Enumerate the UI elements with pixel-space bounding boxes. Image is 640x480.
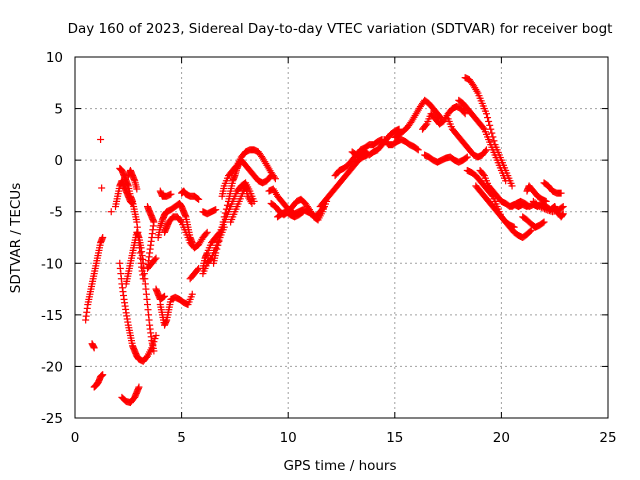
data-point (194, 266, 202, 274)
data-point (559, 210, 567, 218)
x-tick-label: 20 (493, 430, 510, 446)
data-point (99, 234, 107, 241)
data-point (539, 204, 547, 212)
x-axis-label: GPS time / hours (283, 458, 396, 474)
y-tick-label: 5 (54, 102, 63, 118)
data-point (487, 125, 495, 133)
x-tick-label: 25 (599, 430, 616, 446)
data-point (188, 290, 196, 298)
data-point (541, 205, 549, 213)
data-point (216, 234, 224, 241)
data-points (82, 74, 567, 407)
data-point (422, 121, 430, 129)
data-point (526, 227, 534, 235)
plot-frame (74, 56, 609, 419)
data-point (248, 199, 256, 207)
data-point (536, 203, 544, 211)
data-point (167, 190, 175, 198)
data-point (413, 145, 421, 153)
data-point (222, 205, 230, 213)
data-point (150, 347, 158, 355)
data-point (542, 197, 550, 205)
data-point (537, 203, 545, 211)
x-tick-label: 15 (386, 430, 403, 446)
y-tick-label: -10 (41, 256, 63, 272)
data-point (221, 209, 229, 217)
data-point (219, 218, 227, 226)
data-point (217, 228, 225, 236)
data-point (460, 108, 468, 116)
data-point (194, 195, 202, 203)
data-point (107, 208, 115, 216)
data-point (479, 170, 487, 178)
data-point (463, 153, 471, 161)
y-tick-label: -15 (41, 308, 63, 324)
data-point (559, 203, 567, 211)
y-tick-label: 10 (46, 50, 63, 66)
data-point (223, 201, 231, 209)
x-tick-label: 10 (280, 430, 297, 446)
data-point (298, 208, 306, 216)
data-point (195, 195, 203, 203)
data-point (484, 114, 492, 122)
data-point (481, 147, 489, 155)
data-point (212, 249, 220, 257)
data-point (133, 185, 141, 193)
data-point (485, 117, 493, 125)
data-point (539, 219, 547, 227)
data-point (540, 218, 548, 226)
data-point (214, 241, 222, 249)
data-point (90, 344, 98, 352)
data-point (206, 255, 214, 263)
data-point (151, 255, 159, 263)
data-point (414, 146, 422, 154)
data-point (159, 293, 167, 301)
data-point (220, 213, 228, 221)
data-point (557, 189, 565, 197)
y-tick-label: 0 (54, 153, 63, 169)
data-point (479, 124, 487, 132)
data-point (461, 110, 469, 118)
data-point (177, 217, 185, 225)
grid-lines (75, 57, 608, 418)
data-point (99, 371, 107, 379)
data-point (299, 208, 307, 216)
data-point (161, 292, 169, 300)
y-axis-label: SDTVAR / TECUs (8, 183, 24, 293)
y-tick-label: -20 (41, 359, 63, 375)
data-point (486, 121, 494, 129)
data-point (490, 137, 498, 145)
data-point (202, 230, 210, 238)
data-point (489, 133, 497, 141)
y-tick-label: -25 (41, 411, 63, 427)
data-point (508, 182, 516, 190)
data-point (152, 254, 160, 262)
axes: 0 5 10 15 20 25 10 5 0 -5 -10 -15 -20 -25 (41, 50, 617, 446)
chart-title: Day 160 of 2023, Sidereal Day-to-day VTE… (68, 21, 613, 37)
data-point (213, 245, 221, 253)
data-point (482, 146, 490, 154)
x-tick-label: 5 (177, 430, 186, 446)
data-point (97, 136, 105, 144)
data-point (215, 237, 223, 245)
data-point (212, 206, 220, 214)
data-point (462, 154, 470, 162)
x-tick-label: 0 (71, 430, 80, 446)
y-tick-label: -5 (50, 205, 63, 221)
data-point (203, 228, 211, 236)
data-point (98, 184, 106, 192)
data-point (270, 173, 278, 181)
data-point (135, 383, 143, 391)
data-point (152, 331, 160, 339)
data-point (482, 110, 490, 118)
data-point (558, 203, 566, 211)
data-point (218, 223, 226, 231)
data-point (488, 129, 496, 137)
data-point (271, 175, 279, 183)
data-point (527, 226, 535, 234)
